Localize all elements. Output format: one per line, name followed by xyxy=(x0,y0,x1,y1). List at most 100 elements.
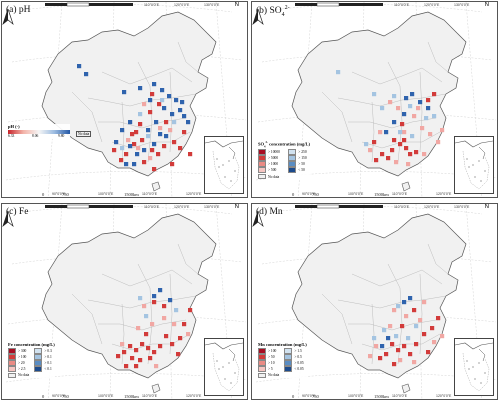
data-cell-red xyxy=(134,364,139,369)
data-cell-lightblue xyxy=(138,112,143,117)
data-cell-blue xyxy=(152,82,157,87)
south-china-sea-inset xyxy=(454,338,494,396)
data-cell-blue xyxy=(178,108,183,113)
legend-item: > 250 xyxy=(288,149,310,155)
data-cell-blue xyxy=(170,112,175,117)
data-cell-lightred xyxy=(440,128,445,133)
legend-swatch xyxy=(284,348,293,354)
legend-swatch xyxy=(8,366,16,372)
legend-swatch-nodata xyxy=(258,372,266,378)
data-cell-red xyxy=(156,152,161,157)
data-cell-red xyxy=(138,122,143,127)
legend-item: > 20 xyxy=(8,360,29,366)
legend-item: > 0.1 xyxy=(34,354,54,360)
data-cell-red xyxy=(386,156,391,161)
china-outline xyxy=(41,11,217,177)
scale-label: 1500km xyxy=(374,394,389,399)
province-boundary xyxy=(71,293,103,345)
data-cell-lightred xyxy=(150,322,155,327)
data-cell-red xyxy=(152,350,157,355)
legend-item: < 50 xyxy=(288,167,310,173)
data-cell-blue xyxy=(402,112,407,117)
map-svg xyxy=(5,204,247,399)
legend-title: Fe concentration (mg/L) xyxy=(8,342,55,347)
data-cell-red xyxy=(392,362,397,367)
panel-title: (d) Mn xyxy=(256,207,283,217)
data-cell-lightred xyxy=(158,126,163,131)
data-cell-red xyxy=(146,346,151,351)
legend-swatch xyxy=(34,348,43,354)
data-cell-lightred xyxy=(186,332,191,337)
data-cell-red xyxy=(178,336,183,341)
data-cell-blue xyxy=(160,88,165,93)
data-cell-red xyxy=(170,342,175,347)
longitude-label: 110°0'0"E xyxy=(394,3,410,7)
data-cell-lightred xyxy=(412,360,417,365)
data-cell-blue xyxy=(152,294,157,299)
data-cell-lightblue xyxy=(144,314,149,319)
longitude-label: 130°0'0"E xyxy=(454,3,470,7)
province-boundary xyxy=(169,273,173,355)
longitude-label: 110°0'0"E xyxy=(144,3,160,7)
legend-swatch-nodata xyxy=(258,173,266,180)
scale-label: 1500km xyxy=(124,192,139,197)
data-cell-blue xyxy=(158,288,163,293)
panel-so4: (b) SO42-N80°0'0"E90°0'0"E100°0'0"E110°0… xyxy=(251,1,498,198)
data-cell-blue xyxy=(384,130,389,135)
data-cell-lightred xyxy=(120,342,125,347)
legend-item-label: > 500 xyxy=(268,168,277,173)
legend-title: pH (-) xyxy=(8,124,20,129)
province-boundary xyxy=(111,333,191,351)
scale-bar xyxy=(45,2,133,7)
legend-swatch xyxy=(288,167,297,173)
legend-tick: 8.06 xyxy=(32,134,39,138)
panel-mn: (d) MnN80°0'0"E90°0'0"E100°0'0"E110°0'0"… xyxy=(251,203,498,400)
north-arrow-label: N xyxy=(484,204,489,210)
scale-label: 750 xyxy=(62,192,69,197)
hainan-island xyxy=(401,383,411,394)
legend: SO42- concentration (mg/L) > 10000 > 250 > … xyxy=(258,140,311,180)
province-boundary xyxy=(177,41,199,73)
longitude-label: 90°0'0"E xyxy=(52,192,66,196)
legend-nodata-box: No data xyxy=(76,131,92,137)
north-arrow-icon xyxy=(252,9,264,25)
map-svg xyxy=(255,2,497,197)
legend-swatch xyxy=(288,161,297,167)
legend-classes: > 100 > 1.5 > 50 > 0.5 > 10 > 0.05 > 5 < 0.05 xyxy=(258,348,307,372)
longitude-label: 120°0'0"E xyxy=(174,3,190,7)
data-cell-red xyxy=(140,138,145,143)
data-cell-red xyxy=(119,158,124,163)
data-cell-lightblue xyxy=(410,134,415,139)
data-cell-lightblue xyxy=(146,134,151,139)
data-cell-red xyxy=(170,162,175,167)
data-cell-lightblue xyxy=(380,106,385,111)
legend-swatch xyxy=(34,366,43,372)
data-cell-lightblue xyxy=(414,324,419,329)
data-cell-blue xyxy=(146,128,151,133)
data-cell-lightblue xyxy=(174,308,179,313)
data-cell-red xyxy=(128,344,133,349)
legend: Mn concentration (mg/L) > 100 > 1.5 > 50 > 0… xyxy=(258,342,307,378)
data-cell-lightblue xyxy=(424,116,429,121)
north-arrow-label: N xyxy=(484,2,489,8)
scale-label: 750 xyxy=(312,394,319,399)
scale-label: 750 xyxy=(312,192,319,197)
province-boundary xyxy=(371,101,375,163)
legend: pH (-) 6.33 8.06 9.80 No data xyxy=(8,124,92,139)
legend-item-label: > 0.1 xyxy=(44,354,52,359)
legend-item-label: > 0.3 xyxy=(44,348,52,353)
data-cell-blue xyxy=(84,72,89,77)
china-outline xyxy=(291,213,467,379)
legend-tick: 9.80 xyxy=(58,134,65,138)
legend-nodata-label: No data xyxy=(268,174,280,179)
data-cell-red xyxy=(390,148,395,153)
data-cell-red xyxy=(430,326,435,331)
scale-bar xyxy=(295,204,383,209)
data-cell-red xyxy=(402,138,407,143)
south-china-sea-inset xyxy=(454,136,494,194)
data-cell-red xyxy=(138,358,143,363)
data-cell-lightred xyxy=(422,300,427,305)
data-cell-red xyxy=(158,344,163,349)
data-cell-lightred xyxy=(388,324,393,329)
legend-nodata-label: No data xyxy=(18,373,30,378)
